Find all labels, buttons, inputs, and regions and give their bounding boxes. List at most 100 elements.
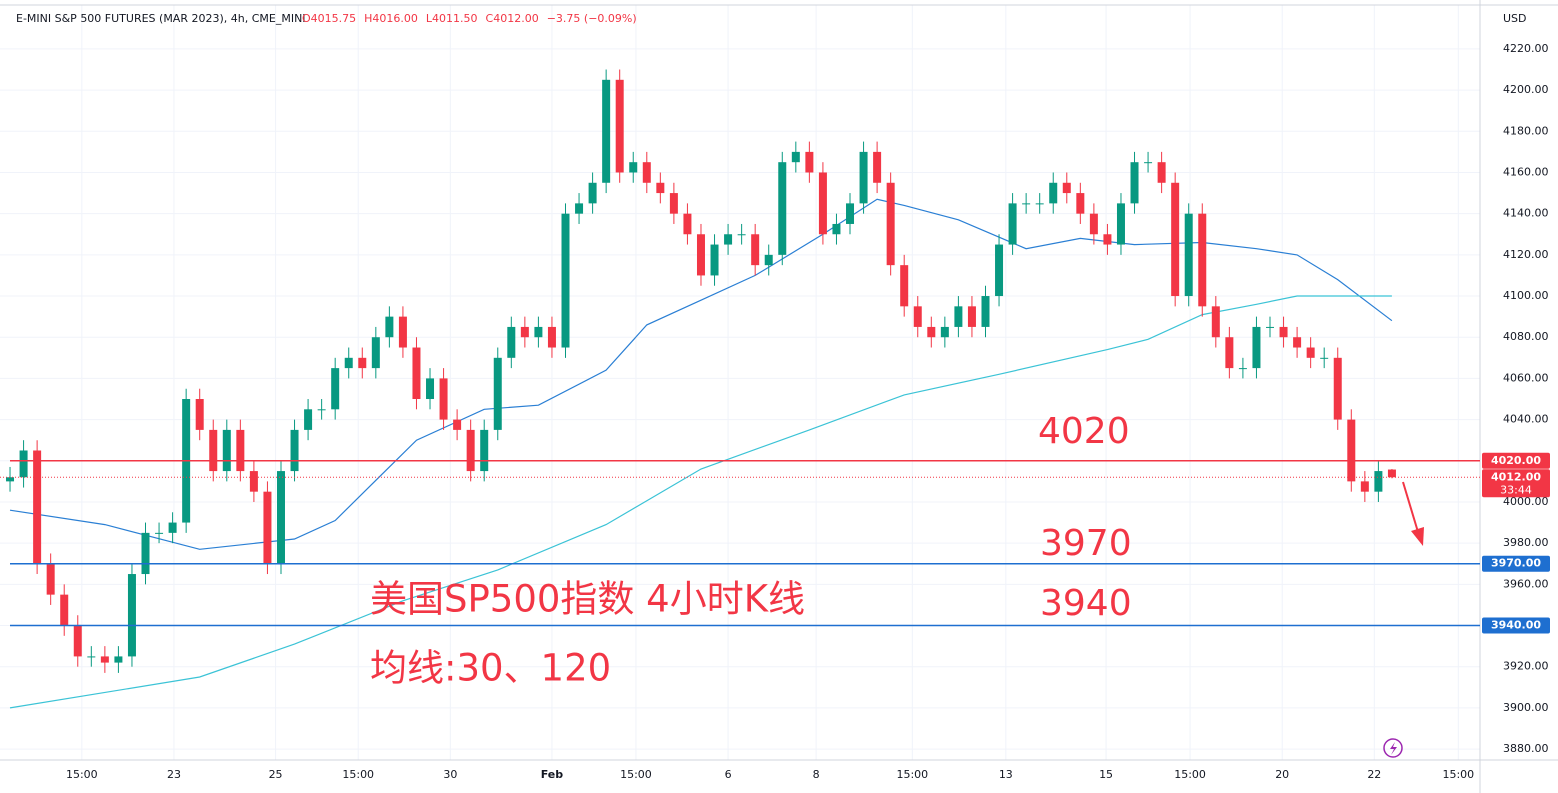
x-tick-label: 15:00 [1174,768,1206,781]
candle-body [398,316,407,348]
candle-body [73,625,82,657]
candle-body [1374,471,1383,492]
y-tick-label: 4120.00 [1503,248,1549,261]
y-tick-label: 4180.00 [1503,124,1549,137]
x-tick-label: 15 [1099,768,1113,781]
price-tag-label: 3940.00 [1491,619,1541,632]
ohlc-value: C4012.00 [486,12,539,25]
candle-body [127,574,136,657]
candle-body [1306,347,1315,358]
candle-body [1144,162,1153,164]
price-tag [1482,452,1550,469]
candle-body [317,409,326,411]
candle-body [1035,203,1044,205]
candle-body [846,203,855,224]
candle-body [331,368,340,410]
candle-body [737,234,746,236]
candle-body [1008,203,1017,245]
candle-body [710,244,719,276]
candle-body [1387,469,1396,478]
y-tick-label: 3980.00 [1503,536,1549,549]
candle-body [507,326,516,358]
annotation: 4020 [1038,411,1130,452]
y-tick-label: 4140.00 [1503,207,1549,220]
candle-body [1266,326,1275,328]
candle-body [358,357,367,369]
candle-body [818,172,827,235]
x-tick-label: 23 [167,768,181,781]
candle-body [209,429,218,472]
candle-body [1347,419,1356,482]
candle-body [195,399,204,430]
candle-body [873,151,882,183]
y-tick-label: 3960.00 [1503,577,1549,590]
candle-body [453,419,462,430]
candle-body [426,378,435,400]
candle-body [155,532,164,534]
x-tick-label: 15:00 [1442,768,1474,781]
y-tick-label: 3880.00 [1503,742,1549,755]
ohlc-value: H4016.00 [364,12,418,25]
x-tick-label: 30 [443,768,457,781]
candle-body [696,234,705,276]
arrow [1402,481,1419,533]
candle-body [1062,182,1071,194]
annotation: 3940 [1040,583,1132,624]
candle-body [967,306,976,327]
candle-body [724,234,733,245]
y-tick-label: 4160.00 [1503,165,1549,178]
currency: USD [1503,12,1527,25]
y-tick-label: 4200.00 [1503,83,1549,96]
candle-body [46,563,55,595]
lightning-bolt [1390,742,1397,755]
candle-body [276,471,285,564]
lightning-icon[interactable] [1383,738,1403,758]
ohlc-value: O4015.75 [302,12,356,25]
candle-body [1198,213,1207,307]
candle-body [547,326,556,348]
candle-body [1225,337,1234,369]
candle-body [1293,337,1302,348]
x-tick-label: 15:00 [620,768,652,781]
candle-body [561,213,570,348]
candle-body [900,265,909,307]
candle-body [33,450,42,564]
candle-body [602,79,611,183]
y-tick-label: 4060.00 [1503,371,1549,384]
candle-body [371,337,380,369]
symbol-title: E-MINI S&P 500 FUTURES (MAR 2023), 4h, C… [16,12,306,25]
candle-body [1360,481,1369,492]
candle-body [236,429,245,472]
candle-body [534,326,543,338]
y-tick-label: 4220.00 [1503,42,1549,55]
candle-body [249,471,258,492]
candle-body [1320,357,1329,359]
y-tick-label: 4080.00 [1503,330,1549,343]
candle-body [1089,213,1098,235]
candle-body [19,450,28,478]
y-tick-label: 4100.00 [1503,289,1549,302]
candle-body [480,429,489,472]
last-price-tag [1482,469,1550,498]
price-tag-label: 4020.00 [1491,454,1541,467]
candle-body [995,244,1004,297]
countdown: 33:44 [1500,483,1532,496]
candle-body [886,182,895,266]
annotation: 美国SP500指数 4小时K线 [370,578,805,621]
grid [0,5,1480,760]
candle-body [1333,357,1342,420]
candle-body [6,477,15,482]
candle-body [87,656,96,658]
candle-body [493,357,502,430]
candle-body [222,429,231,472]
x-tick-label: 22 [1367,768,1381,781]
candle-body [1211,306,1220,338]
candle-body [981,296,990,327]
candle-body [913,306,922,327]
candle-body [954,306,963,327]
candle-body [859,151,868,204]
candle-body [1238,368,1247,370]
candle-body [778,162,787,255]
candle-body [1130,162,1139,204]
candle-body [1076,193,1085,214]
